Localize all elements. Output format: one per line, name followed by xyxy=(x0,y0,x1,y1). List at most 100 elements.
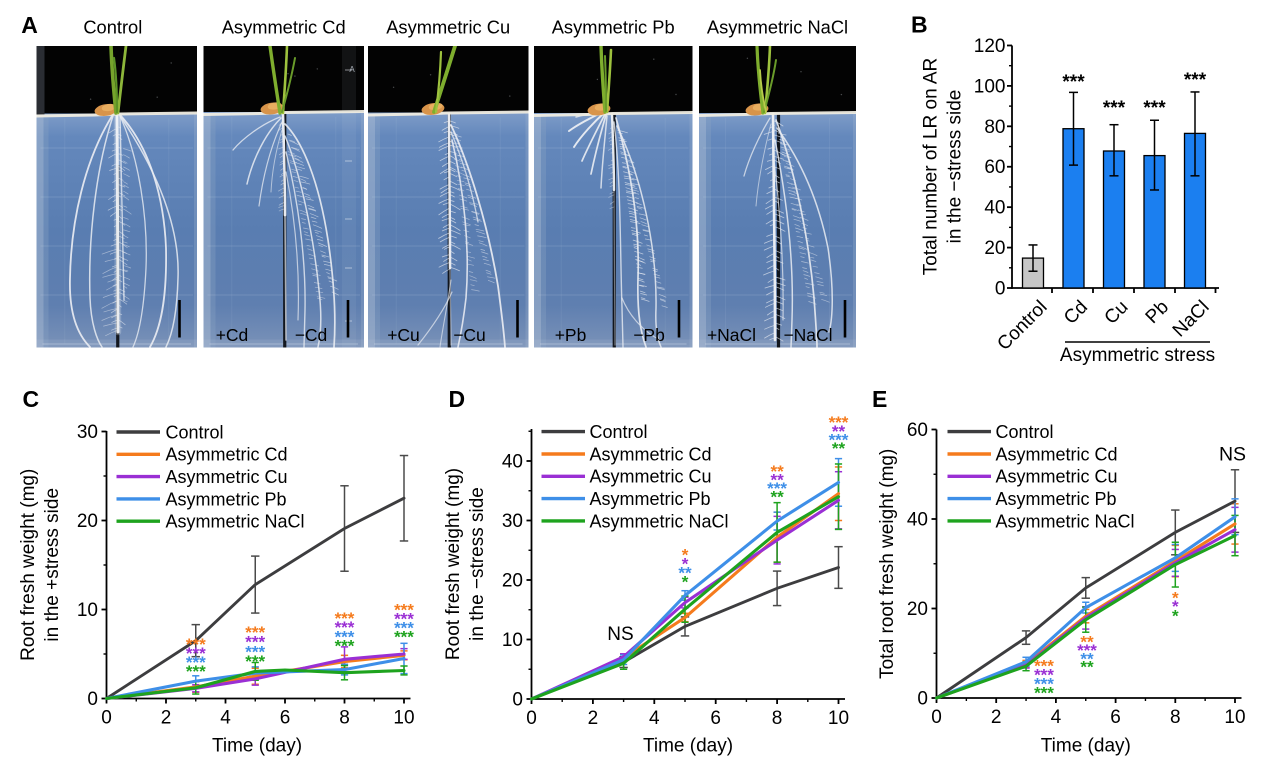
svg-text:***: *** xyxy=(245,623,265,642)
svg-text:***: *** xyxy=(1103,98,1126,119)
svg-text:20: 20 xyxy=(502,571,523,592)
svg-text:2: 2 xyxy=(161,708,172,729)
svg-text:−Pb: −Pb xyxy=(633,325,665,345)
svg-text:*: * xyxy=(1172,589,1179,608)
svg-text:***: *** xyxy=(186,653,206,672)
svg-text:*: * xyxy=(1172,607,1179,626)
svg-text:Asymmetric NaCl: Asymmetric NaCl xyxy=(707,17,848,38)
svg-text:Root fresh weight (mg): Root fresh weight (mg) xyxy=(18,469,39,661)
svg-text:***: *** xyxy=(829,431,849,450)
svg-text:10: 10 xyxy=(393,708,414,729)
svg-text:100: 100 xyxy=(974,76,1006,97)
svg-text:***: *** xyxy=(335,609,355,628)
svg-text:***: *** xyxy=(335,618,355,637)
svg-text:4: 4 xyxy=(1051,707,1062,728)
svg-text:Control: Control xyxy=(166,422,224,442)
svg-text:4: 4 xyxy=(649,708,660,729)
svg-text:***: *** xyxy=(1034,666,1054,685)
svg-text:+Cu: +Cu xyxy=(387,325,420,345)
svg-text:***: *** xyxy=(1062,72,1085,93)
svg-text:***: *** xyxy=(186,662,206,681)
svg-text:Asymmetric Pb: Asymmetric Pb xyxy=(996,489,1117,509)
svg-text:Control: Control xyxy=(996,422,1054,442)
svg-text:**: ** xyxy=(1080,658,1094,677)
svg-text:8: 8 xyxy=(339,708,350,729)
svg-text:in the −stress side: in the −stress side xyxy=(467,487,488,641)
svg-text:Asymmetric Pb: Asymmetric Pb xyxy=(166,489,287,509)
svg-text:+Pb: +Pb xyxy=(555,325,587,345)
svg-text:in the +stress side: in the +stress side xyxy=(42,488,63,642)
svg-text:2: 2 xyxy=(991,707,1002,728)
svg-text:***: *** xyxy=(394,628,414,647)
svg-text:−NaCl: −NaCl xyxy=(783,325,832,345)
svg-text:NS: NS xyxy=(1219,444,1246,466)
svg-text:***: *** xyxy=(335,628,355,647)
svg-text:Root fresh weight (mg): Root fresh weight (mg) xyxy=(443,468,464,660)
svg-text:8: 8 xyxy=(1170,707,1181,728)
svg-text:***: *** xyxy=(1034,684,1054,703)
svg-text:20: 20 xyxy=(907,599,928,620)
svg-text:***: *** xyxy=(1034,675,1054,694)
svg-text:60: 60 xyxy=(907,420,928,441)
svg-text:Asymmetric stress: Asymmetric stress xyxy=(1060,345,1215,366)
svg-text:***: *** xyxy=(1143,98,1166,119)
svg-text:−Cd: −Cd xyxy=(295,325,328,345)
svg-text:C: C xyxy=(23,386,40,412)
svg-text:40: 40 xyxy=(907,510,928,531)
svg-text:Asymmetric Cu: Asymmetric Cu xyxy=(386,17,510,38)
svg-text:***: *** xyxy=(829,413,849,432)
svg-text:Total root fresh weight (mg): Total root fresh weight (mg) xyxy=(877,449,898,679)
svg-text:**: ** xyxy=(832,422,846,441)
svg-text:Asymmetric Cu: Asymmetric Cu xyxy=(590,467,712,487)
svg-text:***: *** xyxy=(186,644,206,663)
svg-text:80: 80 xyxy=(984,117,1005,138)
svg-text:***: *** xyxy=(1034,657,1054,676)
svg-text:20: 20 xyxy=(77,511,98,532)
svg-text:***: *** xyxy=(1184,70,1207,91)
svg-text:NS: NS xyxy=(607,624,633,645)
svg-text:0: 0 xyxy=(101,708,112,729)
svg-text:Asymmetric NaCl: Asymmetric NaCl xyxy=(996,511,1135,531)
svg-text:Asymmetric Cu: Asymmetric Cu xyxy=(166,467,288,487)
svg-text:D: D xyxy=(449,386,466,412)
svg-text:***: *** xyxy=(767,479,787,498)
svg-text:Control: Control xyxy=(590,422,648,442)
svg-text:0: 0 xyxy=(995,279,1006,300)
svg-text:**: ** xyxy=(1080,633,1094,652)
svg-text:Asymmetric Cd: Asymmetric Cd xyxy=(590,444,712,464)
svg-text:−Cu: −Cu xyxy=(453,325,486,345)
svg-text:Control: Control xyxy=(83,17,142,38)
svg-text:***: *** xyxy=(245,643,265,662)
svg-text:**: ** xyxy=(770,462,784,481)
svg-text:120: 120 xyxy=(974,36,1006,57)
svg-text:0: 0 xyxy=(526,708,537,729)
svg-text:6: 6 xyxy=(710,708,721,729)
svg-text:6: 6 xyxy=(1110,707,1121,728)
svg-text:***: *** xyxy=(394,610,414,629)
svg-text:A: A xyxy=(21,12,38,38)
svg-text:B: B xyxy=(911,12,928,38)
svg-text:***: *** xyxy=(1077,641,1097,660)
svg-text:0: 0 xyxy=(931,707,942,728)
svg-text:**: ** xyxy=(770,488,784,507)
svg-text:Time (day): Time (day) xyxy=(643,736,733,757)
svg-text:E: E xyxy=(872,386,887,412)
svg-text:*: * xyxy=(682,573,689,592)
svg-text:30: 30 xyxy=(77,422,98,443)
svg-text:10: 10 xyxy=(77,600,98,621)
svg-text:Asymmetric Pb: Asymmetric Pb xyxy=(552,17,675,38)
svg-text:***: *** xyxy=(335,637,355,656)
svg-text:40: 40 xyxy=(984,198,1005,219)
svg-text:Time (day): Time (day) xyxy=(212,736,302,757)
svg-text:***: *** xyxy=(245,652,265,671)
svg-text:**: ** xyxy=(678,564,692,583)
svg-text:0: 0 xyxy=(512,690,523,711)
svg-text:A: A xyxy=(349,65,355,74)
svg-text:Asymmetric NaCl: Asymmetric NaCl xyxy=(590,511,729,531)
svg-text:***: *** xyxy=(394,619,414,638)
svg-text:Time (day): Time (day) xyxy=(1041,736,1131,757)
svg-text:Asymmetric Cd: Asymmetric Cd xyxy=(222,17,346,38)
svg-text:0: 0 xyxy=(87,689,98,710)
svg-text:10: 10 xyxy=(502,630,523,651)
svg-text:6: 6 xyxy=(280,708,291,729)
